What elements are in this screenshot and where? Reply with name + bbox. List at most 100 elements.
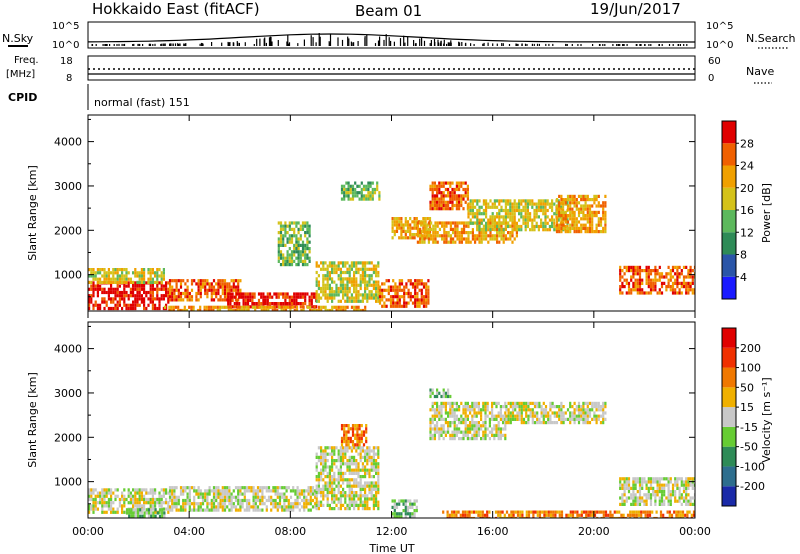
date-label: 19/Jun/2017 — [590, 0, 681, 18]
power-y-ticks: 1000 2000 3000 4000 — [54, 118, 695, 298]
nsky-panel: N.Sky 10^5 10^0 10^5 10^0 N.Search — [2, 21, 796, 51]
nsky-label: N.Sky — [2, 32, 34, 45]
cpid-text: normal (fast) 151 — [94, 96, 190, 109]
velocity-colorbar-label-0: 200 — [740, 342, 761, 355]
cpid-label: CPID — [8, 91, 37, 104]
nsky-baseline — [87, 33, 695, 43]
velocity-colorbar-label-5: -50 — [740, 441, 758, 454]
power-region-1 — [88, 268, 165, 284]
power-region-11 — [555, 194, 607, 234]
power-colorbar-swatch-7 — [722, 121, 736, 144]
power-region-10 — [467, 199, 569, 232]
nave-label: Nave — [746, 65, 774, 78]
xtick-label-3: 12:00 — [376, 525, 408, 538]
velocity-ytick-label-1: 2000 — [54, 431, 82, 444]
power-ytick-label-1: 2000 — [54, 224, 82, 237]
velocity-region-0 — [88, 488, 170, 514]
freq-label-2: [MHz] — [6, 69, 35, 80]
power-region-12 — [619, 265, 695, 295]
velocity-region-8 — [505, 401, 607, 425]
xtick-label-5: 20:00 — [578, 525, 610, 538]
power-colorbar-swatch-4 — [722, 187, 736, 210]
nsearch-label: N.Search — [746, 32, 796, 45]
velocity-data-layer — [88, 388, 695, 518]
power-colorbar-swatch-0 — [722, 276, 736, 299]
velocity-colorbar-swatch-8 — [722, 328, 736, 348]
power-colorbar-swatch-3 — [722, 210, 736, 233]
power-colorbar-swatch-5 — [722, 165, 736, 188]
velocity-region-10 — [442, 510, 695, 518]
power-ytick-label-0: 1000 — [54, 269, 82, 282]
velocity-colorbar-label-6: -100 — [740, 460, 765, 473]
velocity-colorbar-swatch-3 — [722, 426, 736, 447]
velocity-ytick-label-0: 1000 — [54, 476, 82, 489]
nave-tick-low: 0 — [708, 73, 714, 84]
freq-tick-high: 18 — [60, 56, 73, 67]
power-colorbar-swatch-6 — [722, 143, 736, 166]
velocity-ytick-label-2: 3000 — [54, 387, 82, 400]
nsky-frame — [87, 21, 696, 49]
velocity-colorbar-swatch-6 — [722, 367, 736, 388]
velocity-region-3 — [315, 446, 380, 511]
nave-tick-high: 60 — [708, 56, 721, 67]
power-colorbar-label-6: 4 — [740, 271, 747, 284]
power-colorbar-label-0: 28 — [740, 137, 754, 150]
nsky-tick-high: 10^5 — [52, 21, 79, 32]
power-ytick-label-2: 3000 — [54, 180, 82, 193]
freq-panel: Freq. [MHz] 18 8 60 0 Nave — [6, 55, 774, 84]
power-colorbar-label-3: 16 — [740, 204, 754, 217]
station-title: Hokkaido East (fitACF) — [92, 0, 260, 18]
power-colorbar: 28 24 20 16 12 8 4 — [721, 120, 754, 300]
nsearch-tick-low: 10^0 — [706, 40, 733, 51]
velocity-region-9 — [619, 477, 695, 506]
power-colorbar-label-4: 12 — [740, 226, 754, 239]
power-colorbar-swatch-1 — [722, 254, 736, 277]
velocity-colorbar: 200 100 50 15 -15 -50 -100 -200 — [721, 327, 765, 507]
power-colorbar-label: Power [dB] — [760, 183, 773, 243]
power-region-13 — [277, 221, 311, 267]
xtick-label-0: 00:00 — [72, 525, 104, 538]
power-ytick-label-3: 4000 — [54, 136, 82, 149]
velocity-colorbar-swatch-5 — [722, 387, 736, 408]
power-ylabel: Slant Range [km] — [26, 165, 39, 261]
velocity-colorbar-swatch-4 — [722, 407, 736, 427]
beam-label: Beam 01 — [355, 2, 422, 20]
velocity-region-1 — [125, 508, 166, 518]
freq-frame — [87, 55, 696, 81]
freq-label-1: Freq. — [14, 55, 39, 66]
velocity-colorbar-swatch-7 — [722, 347, 736, 368]
power-colorbar-label-2: 20 — [740, 182, 754, 195]
velocity-colorbar-label-2: 50 — [740, 381, 754, 394]
velocity-colorbar-swatch-1 — [722, 466, 736, 487]
time-x-ticks: 00:00 04:00 08:00 12:00 16:00 20:00 00:00 — [72, 115, 711, 538]
power-region-4 — [315, 261, 380, 303]
cpid-panel: CPID normal (fast) 151 — [8, 84, 190, 110]
power-data-layer — [88, 181, 695, 311]
nsky-tick-low: 10^0 — [52, 40, 79, 51]
velocity-colorbar-label-7: -200 — [740, 480, 765, 493]
power-region-5 — [340, 181, 381, 201]
velocity-colorbar-swatch-2 — [722, 446, 736, 467]
velocity-colorbar-label: Velocity [m s⁻¹] — [760, 377, 773, 462]
velocity-colorbar-label-3: 15 — [740, 401, 754, 414]
nsky-bars — [91, 33, 688, 46]
power-panel: 1000 2000 3000 4000 Slant Range [km] 28 24 20… — [26, 114, 773, 312]
power-colorbar-swatch-2 — [722, 232, 736, 255]
velocity-ytick-label-3: 4000 — [54, 343, 82, 356]
time-xlabel: Time UT — [368, 542, 414, 554]
power-region-8 — [429, 181, 469, 211]
power-region-14 — [163, 305, 367, 311]
xtick-label-1: 04:00 — [173, 525, 205, 538]
power-region-6 — [378, 279, 430, 308]
velocity-panel: 1000 2000 3000 4000 Slant Range [km] 200 100… — [26, 115, 773, 554]
freq-tick-low: 8 — [66, 73, 72, 84]
velocity-region-4 — [340, 424, 368, 447]
xtick-label-6: 00:00 — [679, 525, 711, 538]
power-colorbar-label-1: 24 — [740, 160, 754, 173]
velocity-ylabel: Slant Range [km] — [26, 372, 39, 468]
velocity-colorbar-frame — [721, 327, 737, 507]
velocity-y-ticks: 1000 2000 3000 4000 — [54, 325, 695, 505]
nsearch-tick-high: 10^5 — [706, 21, 733, 32]
velocity-colorbar-swatch-0 — [722, 486, 736, 506]
